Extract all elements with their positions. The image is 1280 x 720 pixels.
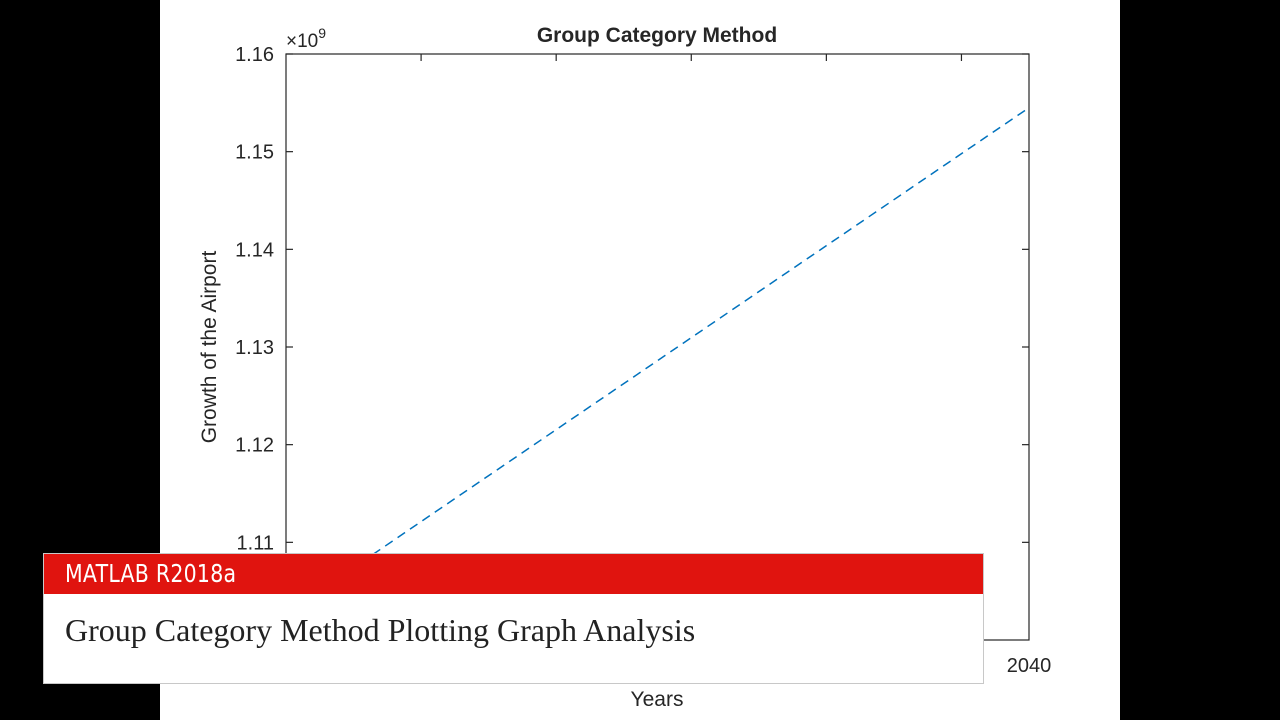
x-tick-label: 2040 xyxy=(1007,655,1052,677)
lower-third-red-bar: MATLAB R2018a xyxy=(44,554,983,594)
series-lines xyxy=(285,107,1030,615)
y-exponent-label: ×109 xyxy=(286,25,326,52)
y-tick-label: 1.16 xyxy=(235,44,274,66)
chart-title: Group Category Method xyxy=(537,24,777,47)
series-line xyxy=(285,107,1030,615)
y-axis-label: Growth of the Airport xyxy=(198,251,221,444)
y-tick-label: 1.14 xyxy=(235,239,274,261)
x-axis-label: Years xyxy=(631,688,684,711)
video-lower-third: MATLAB R2018a Group Category Method Plot… xyxy=(43,553,984,684)
y-tick-label: 1.15 xyxy=(235,142,274,164)
y-exponent-base: ×10 xyxy=(286,31,318,52)
y-tick-label: 1.11 xyxy=(237,532,274,554)
y-tick-label: 1.12 xyxy=(235,435,274,457)
y-exponent-power: 9 xyxy=(318,25,326,41)
y-tick-label: 1.13 xyxy=(235,337,274,359)
lower-third-caption: Group Category Method Plotting Graph Ana… xyxy=(65,612,696,648)
software-version-label: MATLAB R2018a xyxy=(65,559,237,588)
axis-ticks: 1.11 1.12 1.13 1.14 1.15 1.16 2040 xyxy=(235,44,1051,677)
